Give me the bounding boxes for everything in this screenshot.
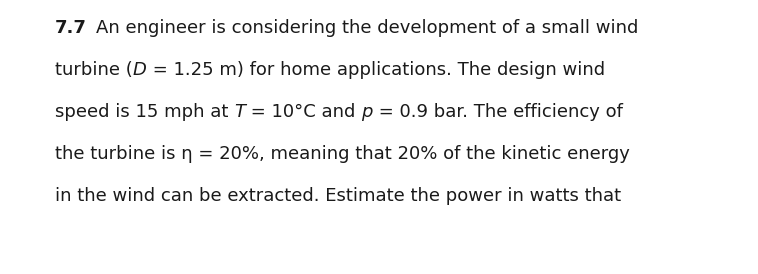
Text: in the wind can be extracted. Estimate the power in watts that: in the wind can be extracted. Estimate t…: [55, 187, 621, 205]
Text: = 10°C and: = 10°C and: [245, 103, 362, 121]
Text: 7.7: 7.7: [55, 19, 87, 37]
Text: p: p: [362, 103, 373, 121]
Text: D: D: [133, 61, 146, 79]
Text: the turbine is η = 20%, meaning that 20% of the kinetic energy: the turbine is η = 20%, meaning that 20%…: [55, 145, 630, 163]
Text: An engineer is considering the development of a small wind: An engineer is considering the developme…: [87, 19, 638, 37]
Text: = 1.25 m) for home applications. The design wind: = 1.25 m) for home applications. The des…: [146, 61, 605, 79]
Text: speed is 15 mph at: speed is 15 mph at: [55, 103, 234, 121]
Text: turbine (: turbine (: [55, 61, 133, 79]
Text: = 0.9 bar. The efficiency of: = 0.9 bar. The efficiency of: [373, 103, 622, 121]
Text: T: T: [234, 103, 245, 121]
